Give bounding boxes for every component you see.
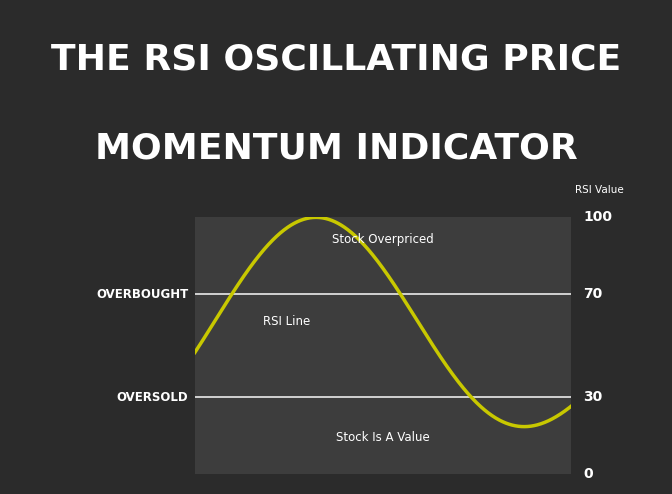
Text: Stock Is A Value: Stock Is A Value [336, 431, 430, 444]
Text: OVERBOUGHT: OVERBOUGHT [96, 288, 188, 301]
Text: RSI Line: RSI Line [263, 315, 310, 328]
Text: Stock Overpriced: Stock Overpriced [332, 233, 434, 246]
Text: 100: 100 [583, 210, 612, 224]
Text: THE RSI OSCILLATING PRICE: THE RSI OSCILLATING PRICE [51, 42, 621, 76]
Text: 0: 0 [583, 467, 593, 481]
Text: RSI Value: RSI Value [575, 185, 624, 195]
Text: MOMENTUM INDICATOR: MOMENTUM INDICATOR [95, 131, 577, 165]
Text: OVERSOLD: OVERSOLD [116, 391, 188, 404]
Text: 30: 30 [583, 390, 603, 404]
Text: 70: 70 [583, 288, 603, 301]
